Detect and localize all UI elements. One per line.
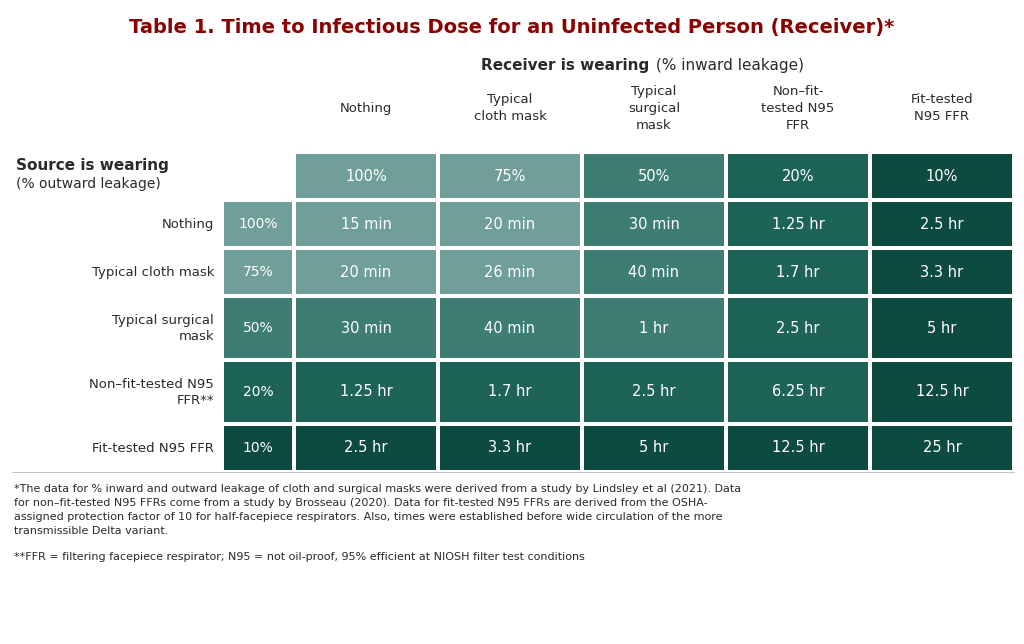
Bar bbox=[224, 426, 292, 470]
Text: Non–fit-
tested N95
FFR: Non–fit- tested N95 FFR bbox=[762, 84, 835, 131]
Text: 1.25 hr: 1.25 hr bbox=[772, 216, 824, 231]
Bar bbox=[872, 154, 1012, 198]
Text: 75%: 75% bbox=[243, 265, 273, 279]
Bar bbox=[224, 202, 292, 246]
Text: 20%: 20% bbox=[243, 385, 273, 399]
Text: *The data for % inward and outward leakage of cloth and surgical masks were deri: *The data for % inward and outward leaka… bbox=[14, 484, 741, 536]
Bar bbox=[728, 426, 868, 470]
Bar bbox=[440, 362, 580, 422]
Bar bbox=[224, 250, 292, 294]
Text: 6.25 hr: 6.25 hr bbox=[772, 384, 824, 399]
Text: Non–fit-tested N95
FFR**: Non–fit-tested N95 FFR** bbox=[89, 377, 214, 406]
Text: 5 hr: 5 hr bbox=[639, 440, 669, 455]
Text: 30 min: 30 min bbox=[341, 321, 391, 336]
Text: 10%: 10% bbox=[926, 169, 958, 184]
Text: Typical cloth mask: Typical cloth mask bbox=[91, 265, 214, 278]
Text: 20 min: 20 min bbox=[340, 265, 391, 279]
Text: Nothing: Nothing bbox=[340, 102, 392, 115]
Text: 2.5 hr: 2.5 hr bbox=[776, 321, 820, 336]
Bar bbox=[584, 362, 724, 422]
Text: 75%: 75% bbox=[494, 169, 526, 184]
Bar bbox=[728, 250, 868, 294]
Text: Typical
cloth mask: Typical cloth mask bbox=[473, 93, 547, 123]
Bar bbox=[296, 250, 436, 294]
Text: (% outward leakage): (% outward leakage) bbox=[16, 177, 161, 191]
Text: **FFR = filtering facepiece respirator; N95 = not oil-proof, 95% efficient at NI: **FFR = filtering facepiece respirator; … bbox=[14, 552, 585, 562]
Bar bbox=[872, 298, 1012, 358]
Bar bbox=[440, 202, 580, 246]
Text: Table 1. Time to Infectious Dose for an Uninfected Person (Receiver)*: Table 1. Time to Infectious Dose for an … bbox=[129, 17, 895, 37]
Text: Typical
surgical
mask: Typical surgical mask bbox=[628, 84, 680, 131]
Bar bbox=[728, 202, 868, 246]
Bar bbox=[440, 250, 580, 294]
Text: 3.3 hr: 3.3 hr bbox=[921, 265, 964, 279]
Text: 1 hr: 1 hr bbox=[639, 321, 669, 336]
Bar bbox=[296, 298, 436, 358]
Text: 25 hr: 25 hr bbox=[923, 440, 962, 455]
Text: 1.25 hr: 1.25 hr bbox=[340, 384, 392, 399]
Text: 20 min: 20 min bbox=[484, 216, 536, 231]
Text: 20%: 20% bbox=[781, 169, 814, 184]
Text: 100%: 100% bbox=[345, 169, 387, 184]
Text: 26 min: 26 min bbox=[484, 265, 536, 279]
Text: 1.7 hr: 1.7 hr bbox=[488, 384, 531, 399]
Text: 12.5 hr: 12.5 hr bbox=[772, 440, 824, 455]
Bar bbox=[728, 298, 868, 358]
Text: 100%: 100% bbox=[239, 217, 278, 231]
Text: 5 hr: 5 hr bbox=[928, 321, 956, 336]
Bar bbox=[296, 202, 436, 246]
Text: 12.5 hr: 12.5 hr bbox=[915, 384, 969, 399]
Text: (% inward leakage): (% inward leakage) bbox=[651, 57, 804, 73]
Text: 30 min: 30 min bbox=[629, 216, 680, 231]
Bar bbox=[296, 154, 436, 198]
Text: 10%: 10% bbox=[243, 441, 273, 455]
Text: 40 min: 40 min bbox=[629, 265, 680, 279]
Text: 50%: 50% bbox=[243, 321, 273, 335]
Text: 2.5 hr: 2.5 hr bbox=[632, 384, 676, 399]
Text: 2.5 hr: 2.5 hr bbox=[921, 216, 964, 231]
Text: Source is wearing: Source is wearing bbox=[16, 158, 169, 173]
Text: Fit-tested
N95 FFR: Fit-tested N95 FFR bbox=[910, 93, 974, 123]
Text: Fit-tested N95 FFR: Fit-tested N95 FFR bbox=[92, 442, 214, 455]
Bar bbox=[296, 362, 436, 422]
Text: 3.3 hr: 3.3 hr bbox=[488, 440, 531, 455]
Bar bbox=[440, 298, 580, 358]
Bar bbox=[584, 250, 724, 294]
Text: 15 min: 15 min bbox=[341, 216, 391, 231]
Bar bbox=[728, 362, 868, 422]
Bar bbox=[440, 154, 580, 198]
Bar bbox=[224, 298, 292, 358]
Bar bbox=[584, 202, 724, 246]
Bar bbox=[584, 298, 724, 358]
Bar bbox=[440, 426, 580, 470]
Text: 2.5 hr: 2.5 hr bbox=[344, 440, 388, 455]
Bar bbox=[872, 202, 1012, 246]
Text: 40 min: 40 min bbox=[484, 321, 536, 336]
Bar bbox=[224, 362, 292, 422]
Bar bbox=[584, 154, 724, 198]
Bar bbox=[728, 154, 868, 198]
Text: Nothing: Nothing bbox=[162, 218, 214, 231]
Text: 1.7 hr: 1.7 hr bbox=[776, 265, 820, 279]
Bar bbox=[584, 426, 724, 470]
Text: 50%: 50% bbox=[638, 169, 670, 184]
Bar bbox=[872, 250, 1012, 294]
Bar bbox=[296, 426, 436, 470]
Bar bbox=[872, 426, 1012, 470]
Text: Receiver is wearing: Receiver is wearing bbox=[480, 57, 649, 73]
Text: Typical surgical
mask: Typical surgical mask bbox=[113, 314, 214, 343]
Bar bbox=[872, 362, 1012, 422]
